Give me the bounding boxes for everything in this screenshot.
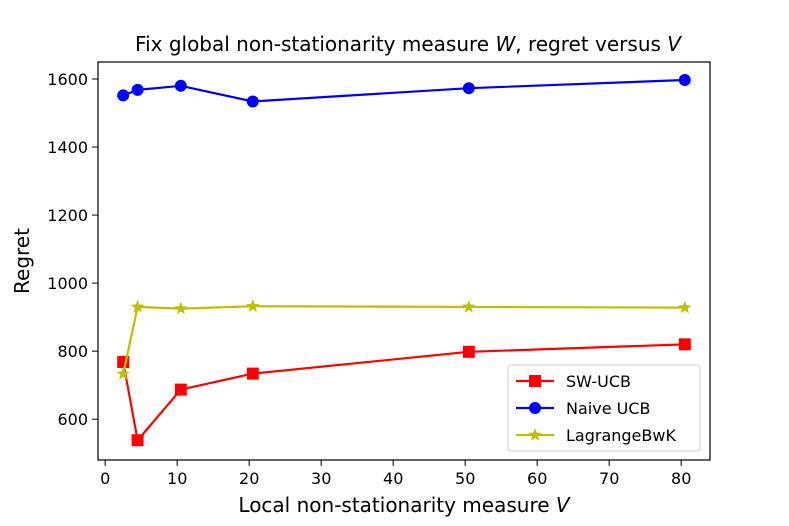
naive-ucb-point [117,89,130,102]
lagrangebwk-point [246,299,260,312]
lagrangebwk-point [116,366,130,380]
naive-ucb-point [174,79,187,92]
naive-ucb-line [122,78,685,103]
legend-naive-ucb-label: Naive UCB [566,399,650,418]
legend-naive-ucb-marker [529,402,541,414]
lagrangebwk-point [174,301,188,315]
legend-sw-ucb-marker [529,375,541,387]
x-tick-label: 30 [311,469,331,488]
y-tick-label: 1400 [47,138,88,157]
x-tick-label: 10 [167,469,187,488]
x-tick-label: 80 [671,469,691,488]
x-tick-label: 40 [383,469,403,488]
x-tick-label: 20 [239,469,259,488]
naive-ucb-point [678,74,691,87]
lagrangebwk-point [678,300,692,314]
sw-ucb-point [462,345,475,358]
y-tick-label: 1200 [47,206,88,225]
naive-ucb-point [462,82,475,95]
y-tick-label: 600 [57,410,88,429]
chart-title: Fix global non-stationarity measure W, r… [135,32,682,56]
lagrangebwk-point [130,299,145,313]
sw-ucb-point [131,434,144,447]
y-tick-label: 1600 [47,70,88,89]
naive-ucb-point [246,95,259,108]
naive-ucb-point [131,83,144,96]
y-tick-label: 800 [57,342,88,361]
x-tick-label: 0 [100,469,110,488]
y-axis-title: Regret [10,228,34,294]
plot-frame [97,61,711,461]
sw-ucb-point [246,367,259,380]
legend-lagrangebwk-label: LagrangeBwK [566,426,676,445]
x-axis-title: Local non-stationarity measure V [238,493,570,517]
x-tick-label: 50 [455,469,475,488]
lagrangebwk-line [122,305,685,375]
legend-box [507,364,701,452]
sw-ucb-point [174,383,187,396]
x-tick-label: 70 [599,469,619,488]
sw-ucb-line [122,343,685,443]
x-tick-label: 60 [527,469,547,488]
y-tick-label: 1000 [47,274,88,293]
sw-ucb-point [678,338,691,351]
legend-lagrangebwk-marker [528,428,542,441]
legend: SW-UCB Naive UCB LagrangeBwK [507,364,701,452]
lagrangebwk-point [462,299,476,313]
plot-area [116,74,692,447]
legend-sw-ucb-label: SW-UCB [566,372,631,391]
